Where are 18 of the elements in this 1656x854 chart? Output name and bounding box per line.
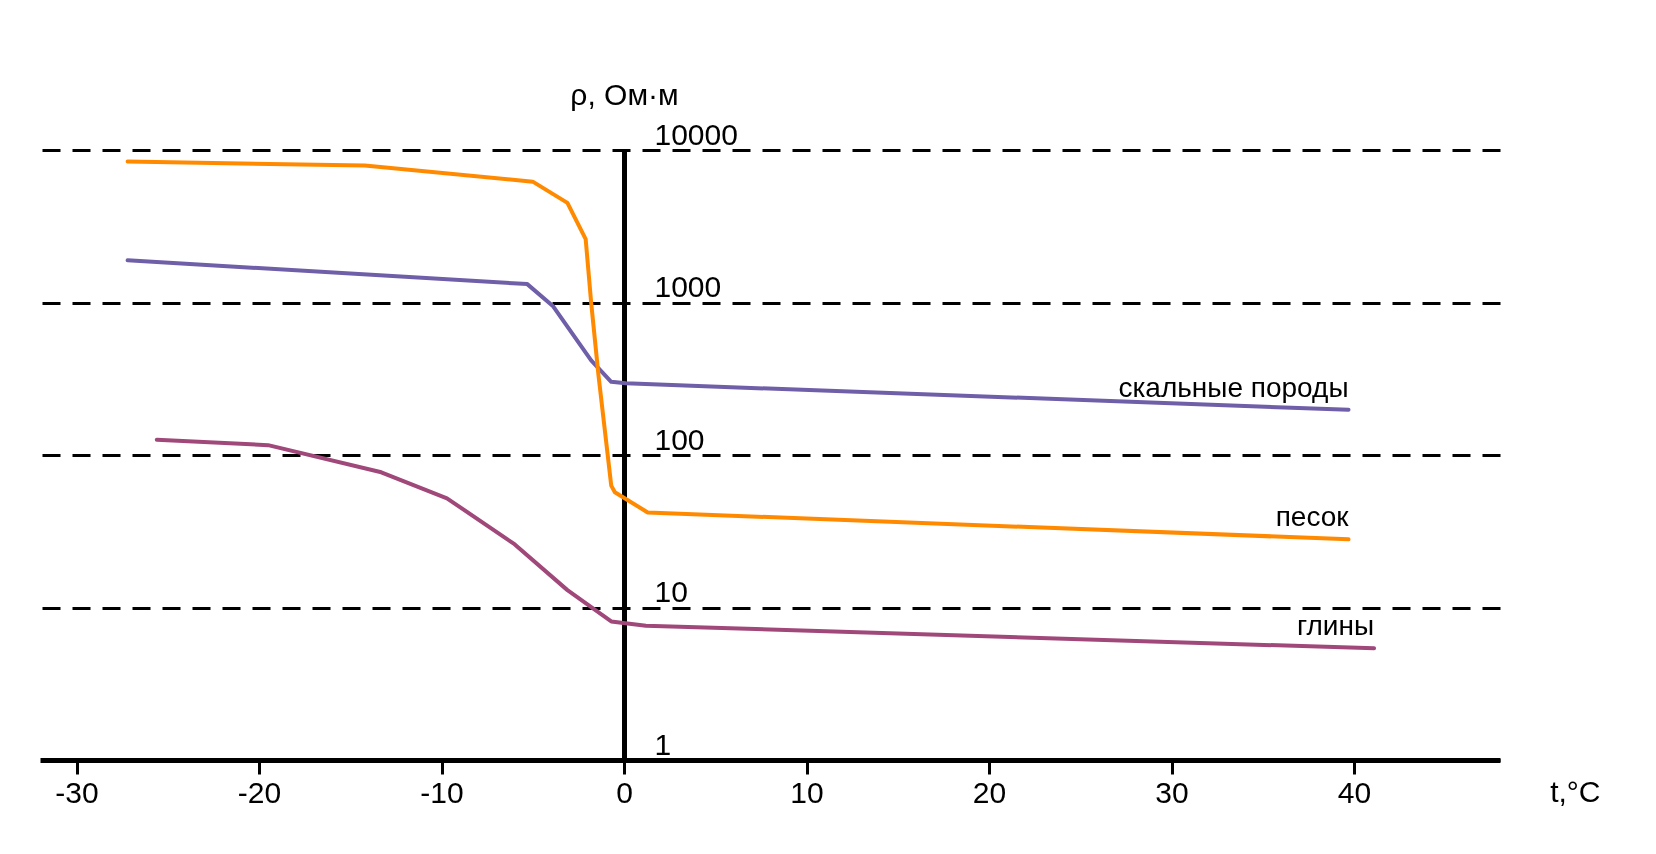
x-tick-label: 20 bbox=[972, 775, 1007, 809]
x-tick-label: -20 bbox=[237, 775, 282, 809]
y-tick-label: 1 bbox=[654, 727, 672, 761]
y-tick-label: 10000 bbox=[654, 117, 738, 151]
series-label: скальные породы bbox=[1118, 371, 1349, 403]
y-tick-label: 100 bbox=[654, 422, 705, 456]
x-tick-label: 40 bbox=[1337, 775, 1372, 809]
series-label: глины bbox=[1296, 610, 1375, 642]
y-tick-label: 10 bbox=[654, 575, 688, 608]
x-tick-label: 10 bbox=[790, 775, 824, 809]
x-tick-label: 30 bbox=[1155, 775, 1189, 809]
y-axis-title: ρ, Ом·м bbox=[570, 77, 679, 111]
x-axis-title: t,°C bbox=[1550, 774, 1601, 808]
x-tick-label: -30 bbox=[55, 775, 99, 809]
x-tick-label: 0 bbox=[616, 775, 633, 809]
y-tick-label: 1000 bbox=[654, 270, 722, 303]
x-tick-label: -10 bbox=[420, 775, 464, 809]
series-label: песок bbox=[1275, 501, 1350, 533]
